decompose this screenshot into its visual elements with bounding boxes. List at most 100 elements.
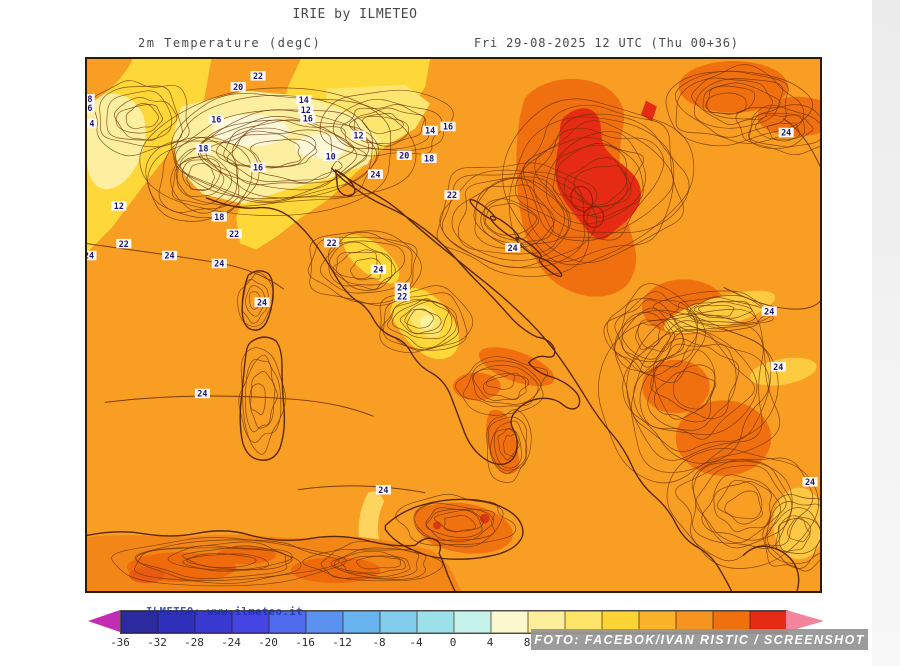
contour-ring xyxy=(462,360,542,408)
contour-ring xyxy=(139,87,392,216)
contour-ring xyxy=(665,70,813,147)
svg-text:18: 18 xyxy=(214,212,224,222)
contour-label-chip: 20 xyxy=(396,150,412,160)
zone-africa-dark-3 xyxy=(216,546,276,565)
colorbar-tick: -28 xyxy=(184,636,204,649)
svg-text:24: 24 xyxy=(508,243,518,253)
svg-text:16: 16 xyxy=(303,114,313,124)
isotherm-balkan-valley xyxy=(723,286,820,310)
contour-label-chip: 22 xyxy=(250,71,266,81)
ilmeteo-watermark: ILMETEO: www.ilmeteo.it xyxy=(146,606,303,618)
svg-text:24: 24 xyxy=(370,169,380,179)
colorbar-tick: -36 xyxy=(110,636,130,649)
contour-ring xyxy=(755,114,806,140)
contour-label-chip: 10 xyxy=(323,151,339,161)
contour-ring xyxy=(226,133,302,169)
contour-ring xyxy=(603,291,698,376)
contour-label-chip: 24 xyxy=(802,477,818,487)
colorbar-cell-20-24 xyxy=(639,611,676,633)
contour-ring xyxy=(362,112,404,135)
svg-text:14: 14 xyxy=(299,95,309,105)
colorbar-tick: -32 xyxy=(147,636,167,649)
contour-ring xyxy=(614,309,779,473)
contour-label-chip: 22 xyxy=(444,190,460,200)
contour-ring xyxy=(333,550,411,577)
colorbar-arrow-right xyxy=(786,610,824,632)
contour-ring xyxy=(176,156,225,197)
colorbar-cell--4-0 xyxy=(417,611,454,633)
isotherm-sicily-channel xyxy=(297,485,426,494)
svg-text:24: 24 xyxy=(378,485,388,495)
contour-ring xyxy=(635,322,661,351)
contour-ring xyxy=(232,129,343,183)
colorbar-cell-0-4 xyxy=(454,611,491,633)
contour-ring xyxy=(473,368,530,401)
contour-ring xyxy=(170,147,239,214)
contour-ring xyxy=(182,545,293,571)
isotherm-tyrrhenian xyxy=(104,395,374,417)
contour-ring xyxy=(134,541,302,582)
contour-ring xyxy=(115,104,163,134)
contour-ring xyxy=(443,514,477,533)
contour-ring xyxy=(457,177,566,255)
zone-corner-orange xyxy=(87,59,133,105)
contour-label-chip: 14 xyxy=(296,95,312,105)
contour-ring xyxy=(244,358,278,433)
zone-calabria-dark xyxy=(486,409,520,475)
contour-ring xyxy=(186,162,215,191)
temperature-map: 22 20 14 12 16 16 18 16 10 20 18 12 14 16 24 22 12 18 22 22… xyxy=(85,57,822,593)
colorbar-tick: -4 xyxy=(409,636,423,649)
colorbar-cell--36--32 xyxy=(121,611,158,633)
contour-label-chip: 6 xyxy=(87,103,95,113)
contour-ring xyxy=(563,157,632,208)
contour-ring xyxy=(309,230,422,306)
contour-ring xyxy=(698,300,753,319)
contour-ring xyxy=(713,481,772,533)
contour-label-chip: 18 xyxy=(211,212,227,222)
colorbar-cell--28--24 xyxy=(195,611,232,633)
contour-ring xyxy=(534,137,645,216)
contour-ring xyxy=(249,383,266,416)
colorbar-cell--20--16 xyxy=(269,611,306,633)
contour-label-chip: 24 xyxy=(770,362,786,372)
contour-ring xyxy=(688,297,772,326)
dalmatian-island-3 xyxy=(515,236,543,259)
zone-balkans-dark-s3 xyxy=(675,400,772,476)
contour-ring xyxy=(332,251,393,286)
contour-label-chip: 16 xyxy=(300,114,316,124)
colorbar-tick: 4 xyxy=(486,636,494,649)
contour-label-chip: 24 xyxy=(194,389,210,399)
contour-label-chip: 22 xyxy=(324,238,340,248)
contour-ring xyxy=(327,240,406,291)
contour-label-chip: 22 xyxy=(116,239,132,249)
variable-label: 2m Temperature (degC) xyxy=(138,36,322,50)
svg-text:22: 22 xyxy=(119,239,129,249)
contour-label-chip: 18 xyxy=(421,153,437,163)
svg-text:22: 22 xyxy=(229,229,239,239)
contour-ring xyxy=(653,290,774,331)
contour-ring xyxy=(356,555,401,570)
contour-ring xyxy=(471,364,539,405)
zone-alps-white-1 xyxy=(213,114,289,147)
colorbar-cell--16--12 xyxy=(306,611,343,633)
contour-ring xyxy=(353,107,426,147)
sicily-coastline xyxy=(384,498,524,560)
contour-label-chip: 24 xyxy=(161,251,178,261)
italy-coastline xyxy=(205,167,581,465)
svg-text:22: 22 xyxy=(397,291,407,301)
contour-ring xyxy=(766,501,820,569)
contour-label-chip: 16 xyxy=(208,115,224,125)
colorbar-cell-28-32 xyxy=(713,611,750,633)
contour-ring xyxy=(637,318,675,352)
colorbar-cell--24--20 xyxy=(232,611,269,633)
contour-ring xyxy=(701,474,781,541)
peloponnese-coastline xyxy=(742,545,800,591)
sardinia-coastline xyxy=(239,336,286,461)
svg-text:24: 24 xyxy=(764,306,774,316)
contour-ring xyxy=(413,502,495,541)
contour-ring xyxy=(614,297,698,373)
contour-ring xyxy=(182,553,269,572)
svg-text:22: 22 xyxy=(327,238,337,248)
contour-ring xyxy=(626,313,764,461)
contour-lines xyxy=(91,64,820,587)
